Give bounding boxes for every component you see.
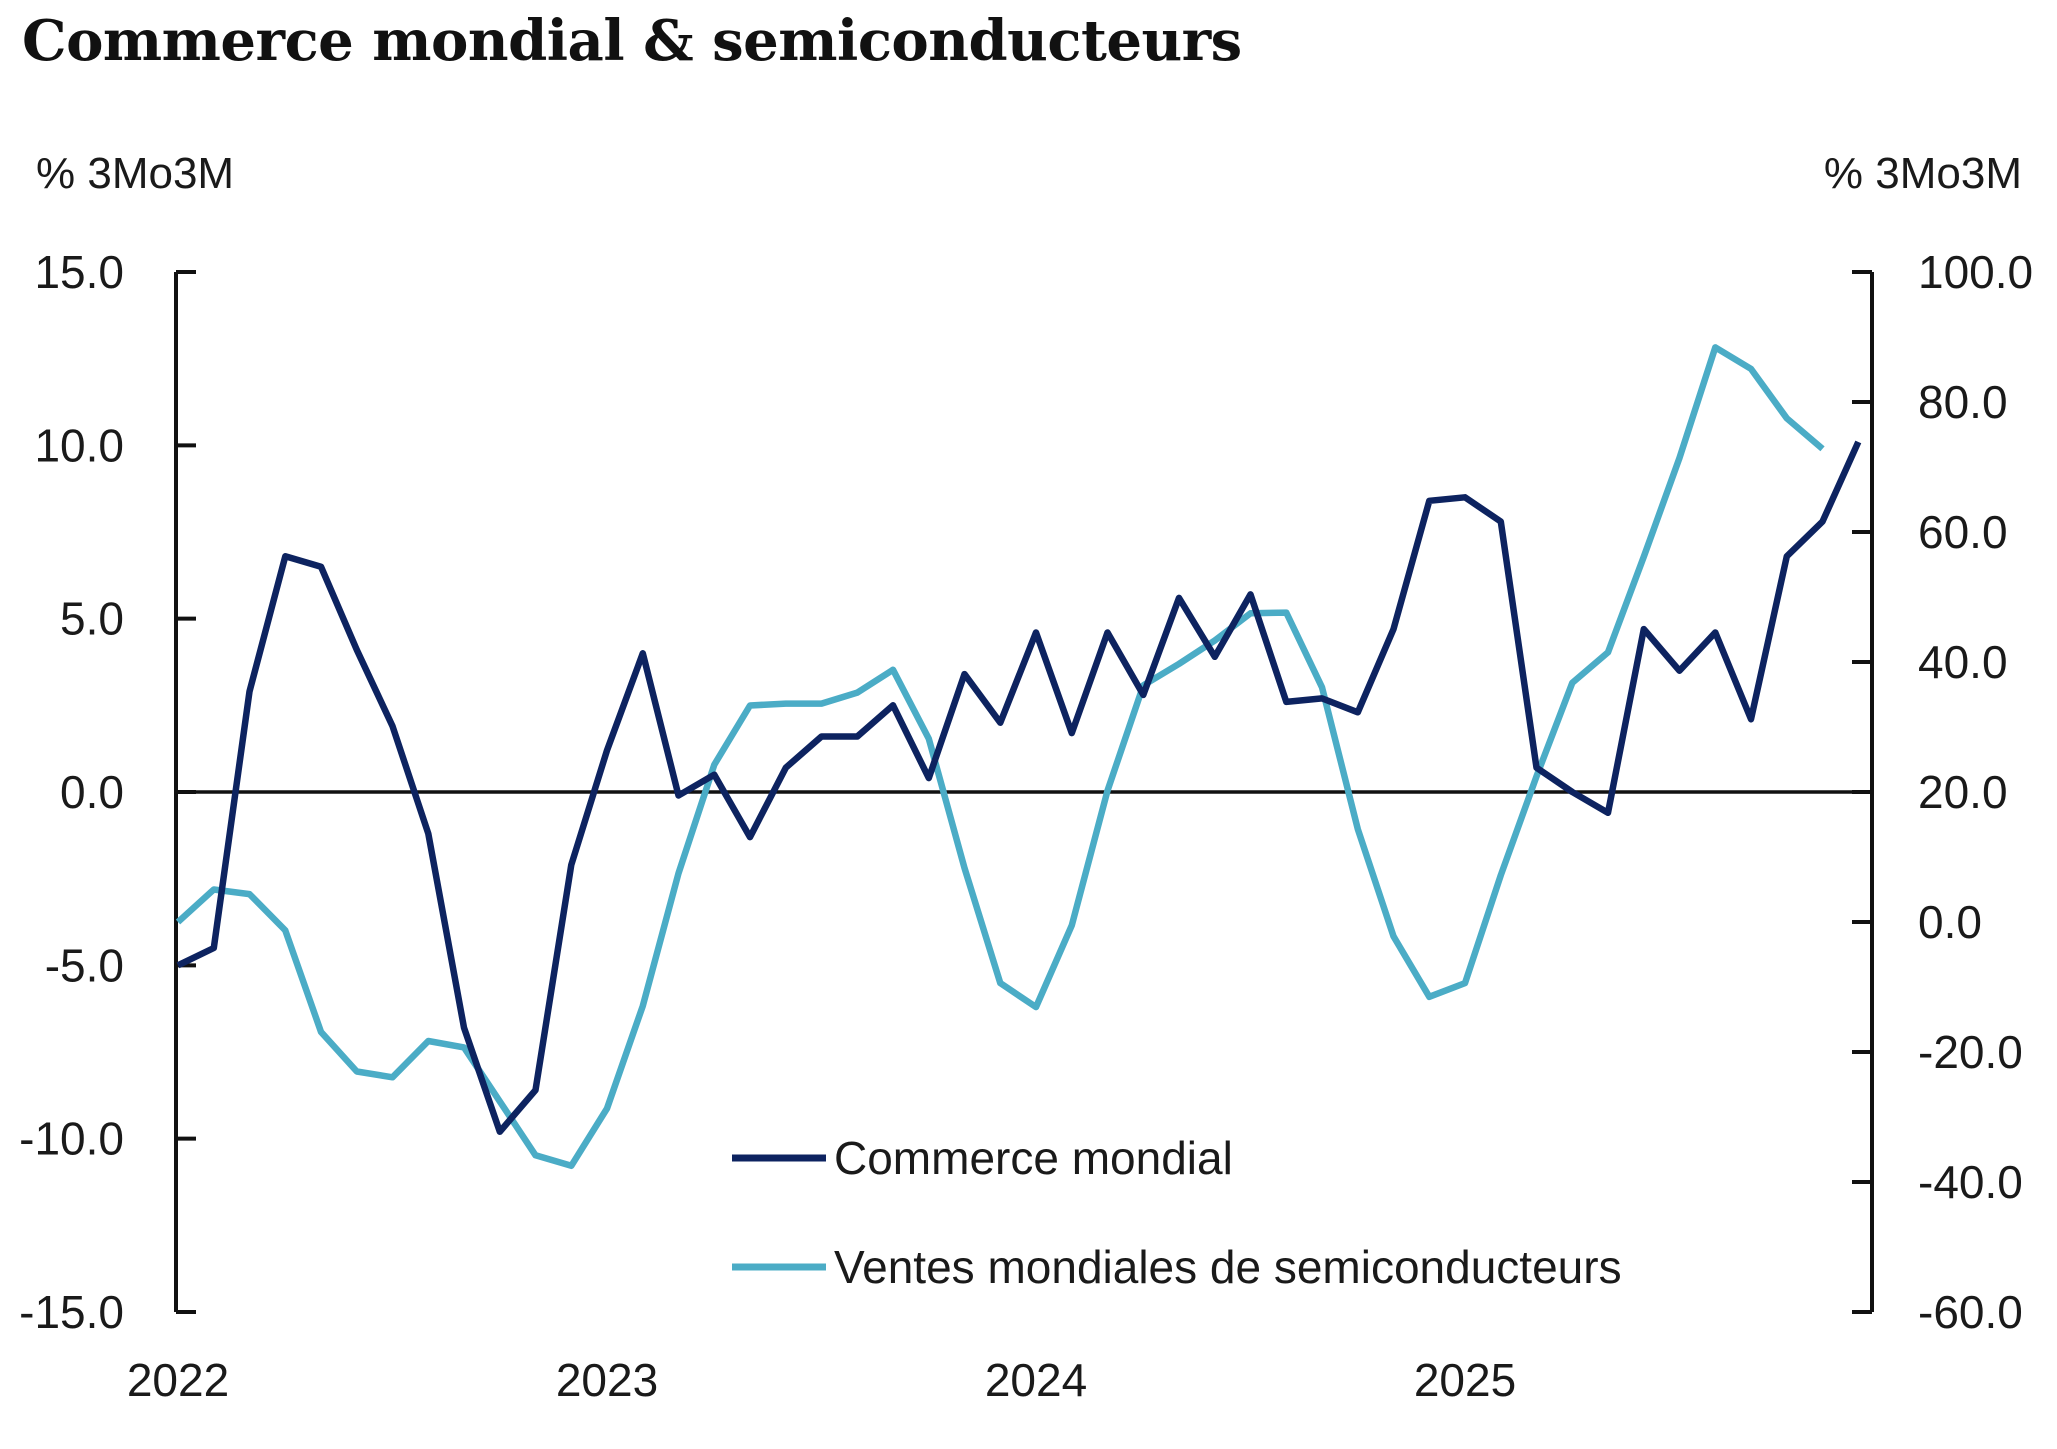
x-tick-label: 2025	[1414, 1354, 1516, 1406]
right-axis-unit-label: % 3Mo3M	[1824, 149, 2022, 198]
legend: Commerce mondial Ventes mondiales de sem…	[732, 1132, 1622, 1293]
right-tick-label: 100.0	[1918, 246, 2033, 298]
right-tick-label: 0.0	[1918, 896, 1982, 948]
right-tick-label: -60.0	[1918, 1286, 2023, 1338]
right-tick-label: 20.0	[1918, 766, 2008, 818]
right-tick-label: 80.0	[1918, 376, 2008, 428]
left-tick-label: -5.0	[45, 939, 124, 991]
x-tick-label: 2024	[985, 1354, 1087, 1406]
legend-label-ventes-semiconducteurs: Ventes mondiales de semiconducteurs	[834, 1241, 1622, 1293]
right-axis-ticks: 100.0 80.0 60.0 40.0 20.0 0.0 -20.0 -40.0 -60.0	[1852, 246, 2033, 1338]
series-line-commerce-mondial	[176, 440, 1862, 1135]
left-tick-label: 10.0	[34, 419, 124, 471]
left-tick-label: -15.0	[19, 1286, 124, 1338]
legend-label-commerce-mondial: Commerce mondial	[834, 1132, 1233, 1184]
x-axis-ticks: 2022 2023 2024 2025	[127, 1354, 1516, 1406]
left-axis-unit-label: % 3Mo3M	[36, 149, 234, 198]
right-tick-label: 60.0	[1918, 506, 2008, 558]
left-tick-label: -10.0	[19, 1113, 124, 1165]
right-tick-label: -40.0	[1918, 1156, 2023, 1208]
x-tick-label: 2022	[127, 1354, 229, 1406]
x-tick-label: 2023	[556, 1354, 658, 1406]
left-tick-label: 15.0	[34, 246, 124, 298]
chart-title: Commerce mondial & semiconducteurs	[22, 8, 1242, 74]
left-tick-label: 0.0	[60, 766, 124, 818]
left-tick-label: 5.0	[60, 593, 124, 645]
right-tick-label: 40.0	[1918, 636, 2008, 688]
series-layer	[175, 344, 1862, 1170]
left-axis-ticks: 15.0 10.0 5.0 0.0 -5.0 -10.0 -15.0	[19, 246, 196, 1338]
series-line-ventes-semiconducteurs	[175, 344, 1825, 1170]
right-tick-label: -20.0	[1918, 1026, 2023, 1078]
